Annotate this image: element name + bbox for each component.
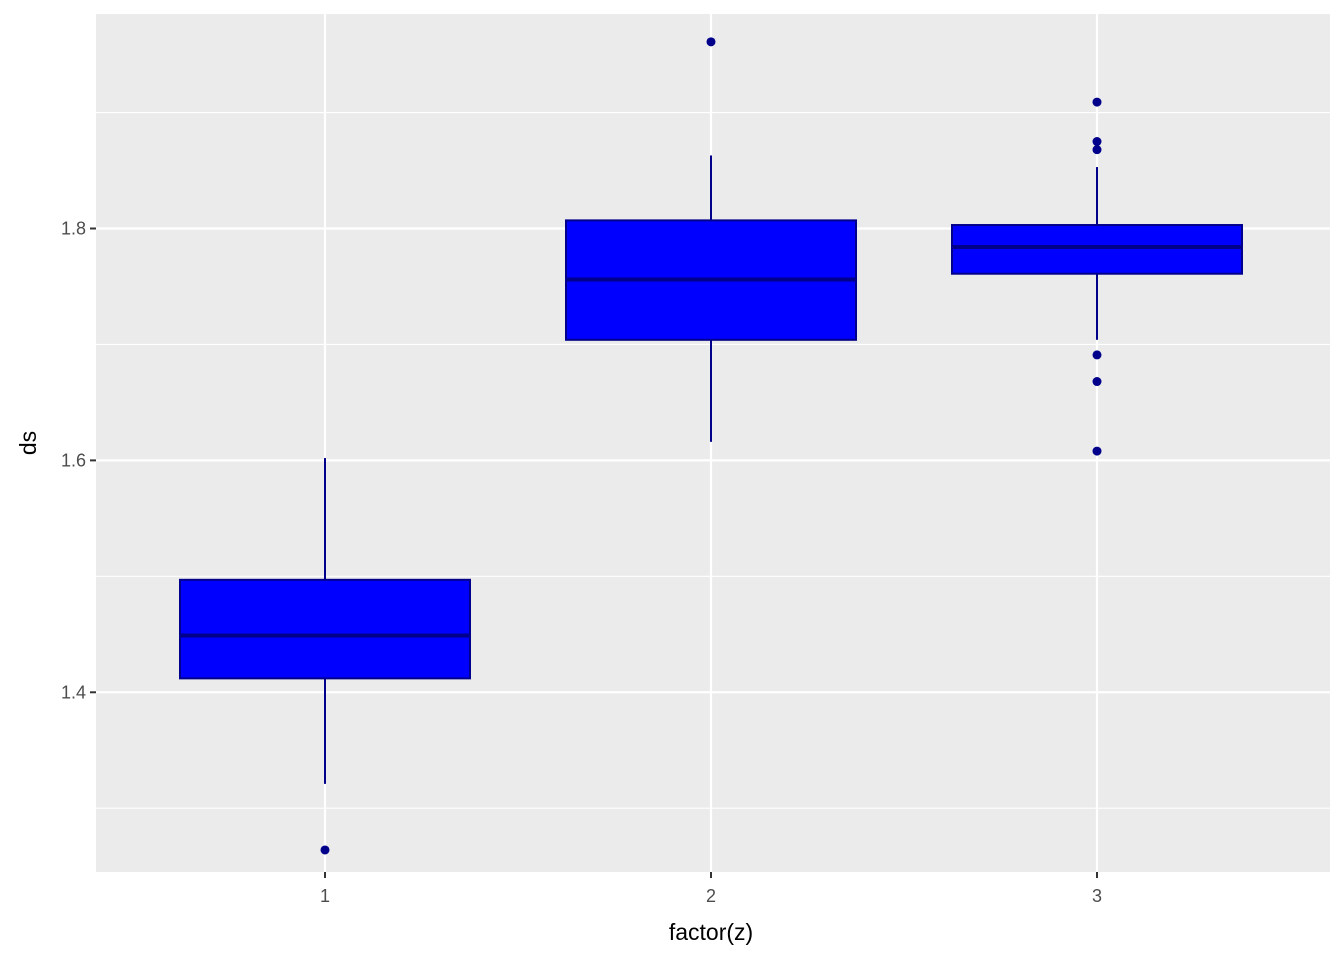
grid-minor-lines <box>96 112 1330 809</box>
outlier-point <box>706 37 716 47</box>
y-axis: 1.4 1.6 1.8 <box>61 219 96 702</box>
box-series <box>179 37 1243 855</box>
plot-panel <box>96 14 1330 872</box>
x-tick-label: 2 <box>706 886 716 906</box>
x-tick-label: 3 <box>1092 886 1102 906</box>
x-tick-label: 1 <box>320 886 330 906</box>
y-axis-title: ds <box>15 431 41 455</box>
outlier-point <box>1092 137 1102 147</box>
y-tick-label: 1.4 <box>61 682 86 702</box>
outlier-point <box>1092 350 1102 360</box>
outlier-point <box>1092 377 1102 387</box>
box-3 <box>951 97 1243 456</box>
y-tick-label: 1.6 <box>61 450 86 470</box>
x-axis: 1 2 3 <box>320 872 1102 906</box>
outlier-point <box>1092 145 1102 155</box>
box-2 <box>565 37 857 442</box>
outlier-point <box>320 845 330 855</box>
box-1 <box>179 458 471 855</box>
box-rect <box>951 224 1243 275</box>
box-rect <box>179 578 471 680</box>
outlier-point <box>1092 97 1102 107</box>
y-tick-label: 1.8 <box>61 219 86 239</box>
outlier-point <box>1092 446 1102 456</box>
x-axis-title: factor(z) <box>669 919 753 945</box>
